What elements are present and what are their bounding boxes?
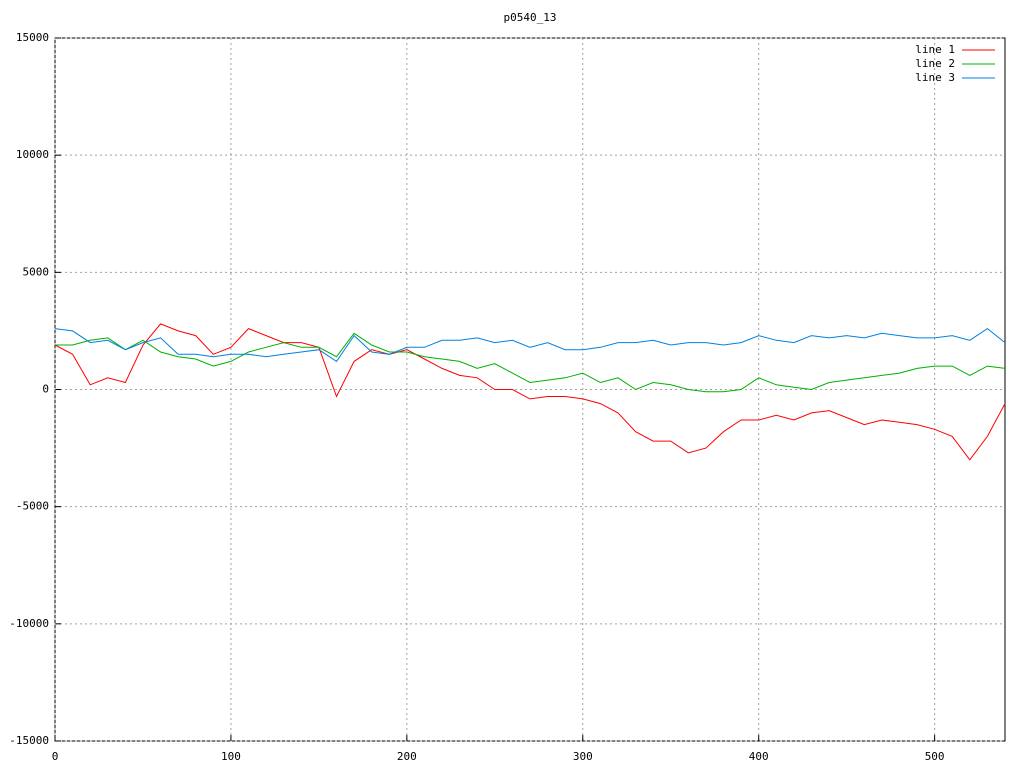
- data-line: [54, 323, 1006, 461]
- data-line: [55, 332, 1006, 393]
- legend-label: line 1: [915, 43, 955, 56]
- x-tick-label: 500: [925, 750, 945, 763]
- x-tick-label: 0: [52, 750, 59, 763]
- chart-title: p0540_13: [504, 11, 557, 24]
- data-line: [54, 327, 1006, 363]
- y-tick-label: 0: [42, 383, 49, 396]
- legend-label: line 2: [915, 57, 955, 70]
- y-tick-label: -15000: [9, 734, 49, 747]
- y-tick-label: 5000: [23, 265, 50, 278]
- y-tick-label: 15000: [16, 31, 49, 44]
- x-tick-label: 200: [397, 750, 417, 763]
- y-tick-label: -10000: [9, 617, 49, 630]
- y-tick-label: 10000: [16, 148, 49, 161]
- x-tick-label: 400: [749, 750, 769, 763]
- legend-label: line 3: [915, 71, 955, 84]
- x-tick-label: 300: [573, 750, 593, 763]
- y-tick-label: -5000: [16, 500, 49, 513]
- x-tick-label: 100: [221, 750, 241, 763]
